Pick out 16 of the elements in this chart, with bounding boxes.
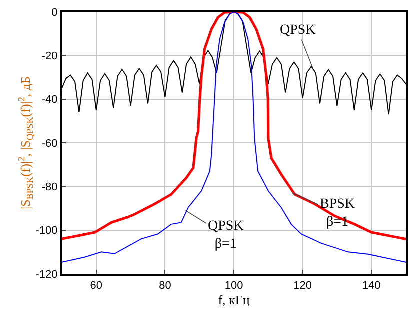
y-tick-label: -60: [42, 138, 58, 150]
y-tick-label: -40: [42, 94, 58, 106]
x-tick-label: 60: [90, 280, 103, 292]
annotation: BPSK β=1: [320, 197, 356, 230]
y-tick-label: -100: [36, 225, 58, 238]
y-tick-label: -20: [42, 50, 58, 63]
y-tick-label: 0: [52, 6, 58, 19]
x-tick-label: 120: [294, 280, 312, 292]
y-tick-label: -120: [36, 268, 58, 281]
annotation: QPSK: [280, 23, 316, 38]
annotation: QPSK β=1: [208, 219, 244, 252]
x-axis-title: f, кГц: [218, 292, 250, 308]
x-tick-label: 140: [362, 280, 381, 292]
x-tick-label: 80: [159, 280, 172, 292]
x-tick-label: 100: [224, 280, 244, 292]
y-tick-label: -80: [42, 182, 58, 194]
